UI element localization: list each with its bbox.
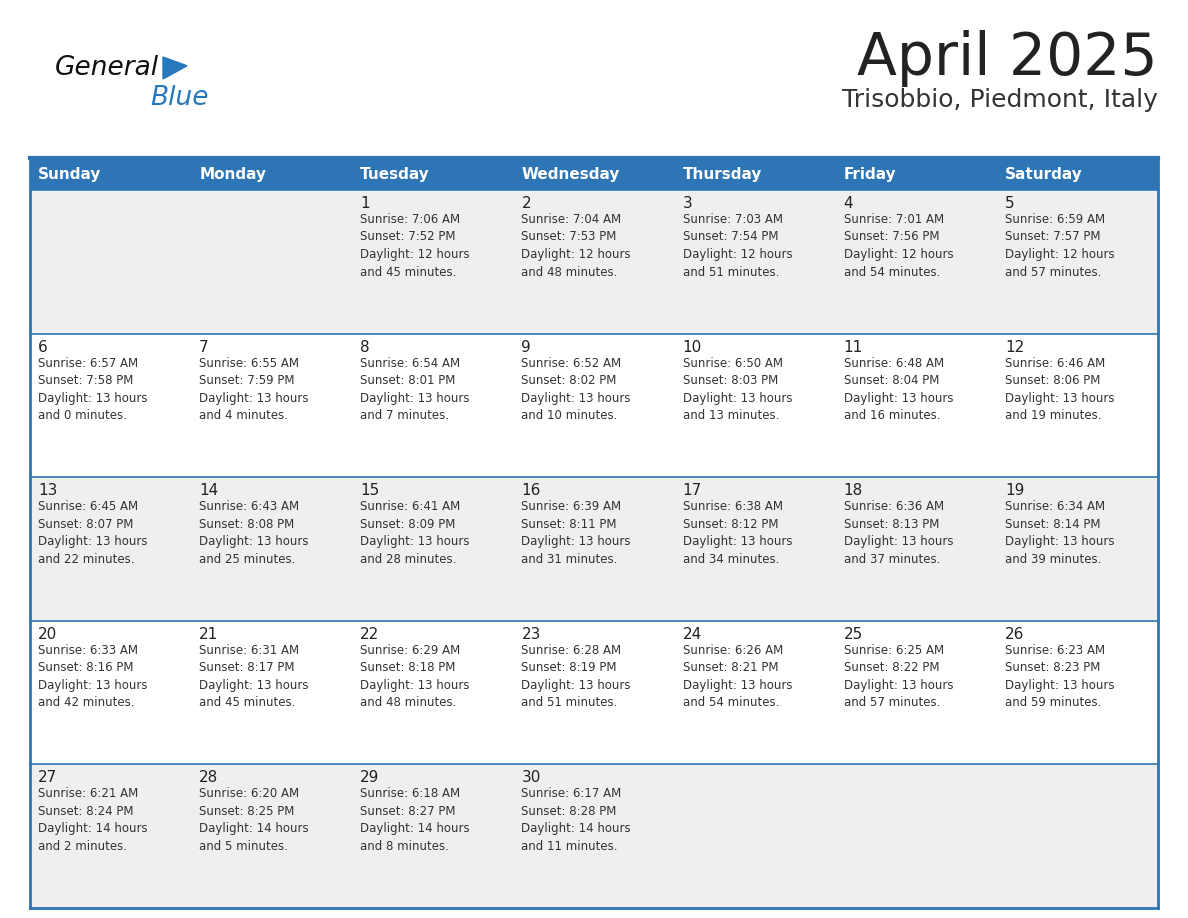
Text: 14: 14 bbox=[200, 483, 219, 498]
Text: Sunrise: 6:31 AM
Sunset: 8:17 PM
Daylight: 13 hours
and 45 minutes.: Sunrise: 6:31 AM Sunset: 8:17 PM Dayligh… bbox=[200, 644, 309, 710]
Text: 24: 24 bbox=[683, 627, 702, 642]
Text: Blue: Blue bbox=[150, 85, 209, 111]
Text: Sunrise: 6:17 AM
Sunset: 8:28 PM
Daylight: 14 hours
and 11 minutes.: Sunrise: 6:17 AM Sunset: 8:28 PM Dayligh… bbox=[522, 788, 631, 853]
Text: Sunrise: 6:23 AM
Sunset: 8:23 PM
Daylight: 13 hours
and 59 minutes.: Sunrise: 6:23 AM Sunset: 8:23 PM Dayligh… bbox=[1005, 644, 1114, 710]
Text: 2: 2 bbox=[522, 196, 531, 211]
Text: 16: 16 bbox=[522, 483, 541, 498]
Bar bbox=[30, 477, 1158, 621]
Text: 29: 29 bbox=[360, 770, 380, 786]
Text: 26: 26 bbox=[1005, 627, 1024, 642]
Text: 12: 12 bbox=[1005, 340, 1024, 354]
Text: Sunrise: 7:04 AM
Sunset: 7:53 PM
Daylight: 12 hours
and 48 minutes.: Sunrise: 7:04 AM Sunset: 7:53 PM Dayligh… bbox=[522, 213, 631, 278]
Text: Sunrise: 6:52 AM
Sunset: 8:02 PM
Daylight: 13 hours
and 10 minutes.: Sunrise: 6:52 AM Sunset: 8:02 PM Dayligh… bbox=[522, 356, 631, 422]
Text: Friday: Friday bbox=[843, 166, 896, 182]
Text: Sunrise: 7:03 AM
Sunset: 7:54 PM
Daylight: 12 hours
and 51 minutes.: Sunrise: 7:03 AM Sunset: 7:54 PM Dayligh… bbox=[683, 213, 792, 278]
Text: Sunrise: 6:48 AM
Sunset: 8:04 PM
Daylight: 13 hours
and 16 minutes.: Sunrise: 6:48 AM Sunset: 8:04 PM Dayligh… bbox=[843, 356, 953, 422]
Text: Tuesday: Tuesday bbox=[360, 166, 430, 182]
Bar bbox=[30, 621, 1158, 765]
Text: Sunrise: 6:55 AM
Sunset: 7:59 PM
Daylight: 13 hours
and 4 minutes.: Sunrise: 6:55 AM Sunset: 7:59 PM Dayligh… bbox=[200, 356, 309, 422]
Text: Sunrise: 6:36 AM
Sunset: 8:13 PM
Daylight: 13 hours
and 37 minutes.: Sunrise: 6:36 AM Sunset: 8:13 PM Dayligh… bbox=[843, 500, 953, 565]
Text: Sunrise: 6:57 AM
Sunset: 7:58 PM
Daylight: 13 hours
and 0 minutes.: Sunrise: 6:57 AM Sunset: 7:58 PM Dayligh… bbox=[38, 356, 147, 422]
Text: Thursday: Thursday bbox=[683, 166, 762, 182]
Text: 19: 19 bbox=[1005, 483, 1024, 498]
Text: 17: 17 bbox=[683, 483, 702, 498]
Text: 23: 23 bbox=[522, 627, 541, 642]
Text: Wednesday: Wednesday bbox=[522, 166, 620, 182]
Text: Sunrise: 6:26 AM
Sunset: 8:21 PM
Daylight: 13 hours
and 54 minutes.: Sunrise: 6:26 AM Sunset: 8:21 PM Dayligh… bbox=[683, 644, 792, 710]
Text: 5: 5 bbox=[1005, 196, 1015, 211]
Text: 18: 18 bbox=[843, 483, 862, 498]
Text: 20: 20 bbox=[38, 627, 57, 642]
Text: 21: 21 bbox=[200, 627, 219, 642]
Text: 11: 11 bbox=[843, 340, 862, 354]
Text: Sunrise: 6:29 AM
Sunset: 8:18 PM
Daylight: 13 hours
and 48 minutes.: Sunrise: 6:29 AM Sunset: 8:18 PM Dayligh… bbox=[360, 644, 469, 710]
Text: April 2025: April 2025 bbox=[858, 30, 1158, 87]
Text: Sunrise: 6:41 AM
Sunset: 8:09 PM
Daylight: 13 hours
and 28 minutes.: Sunrise: 6:41 AM Sunset: 8:09 PM Dayligh… bbox=[360, 500, 469, 565]
Bar bbox=[30, 333, 1158, 477]
Text: Monday: Monday bbox=[200, 166, 266, 182]
Text: 9: 9 bbox=[522, 340, 531, 354]
Text: 7: 7 bbox=[200, 340, 209, 354]
Text: Sunrise: 6:38 AM
Sunset: 8:12 PM
Daylight: 13 hours
and 34 minutes.: Sunrise: 6:38 AM Sunset: 8:12 PM Dayligh… bbox=[683, 500, 792, 565]
Text: Sunrise: 6:25 AM
Sunset: 8:22 PM
Daylight: 13 hours
and 57 minutes.: Sunrise: 6:25 AM Sunset: 8:22 PM Dayligh… bbox=[843, 644, 953, 710]
Text: Sunrise: 6:43 AM
Sunset: 8:08 PM
Daylight: 13 hours
and 25 minutes.: Sunrise: 6:43 AM Sunset: 8:08 PM Dayligh… bbox=[200, 500, 309, 565]
Text: Sunrise: 6:39 AM
Sunset: 8:11 PM
Daylight: 13 hours
and 31 minutes.: Sunrise: 6:39 AM Sunset: 8:11 PM Dayligh… bbox=[522, 500, 631, 565]
Text: Sunrise: 7:01 AM
Sunset: 7:56 PM
Daylight: 12 hours
and 54 minutes.: Sunrise: 7:01 AM Sunset: 7:56 PM Dayligh… bbox=[843, 213, 953, 278]
Text: Sunrise: 6:45 AM
Sunset: 8:07 PM
Daylight: 13 hours
and 22 minutes.: Sunrise: 6:45 AM Sunset: 8:07 PM Dayligh… bbox=[38, 500, 147, 565]
Text: 27: 27 bbox=[38, 770, 57, 786]
Text: 8: 8 bbox=[360, 340, 369, 354]
Text: 4: 4 bbox=[843, 196, 853, 211]
Text: 28: 28 bbox=[200, 770, 219, 786]
Text: General: General bbox=[55, 55, 159, 81]
Polygon shape bbox=[163, 57, 187, 79]
Text: Sunday: Sunday bbox=[38, 166, 101, 182]
Bar bbox=[30, 765, 1158, 908]
Text: 13: 13 bbox=[38, 483, 57, 498]
Text: 10: 10 bbox=[683, 340, 702, 354]
Text: Saturday: Saturday bbox=[1005, 166, 1082, 182]
Text: Sunrise: 6:46 AM
Sunset: 8:06 PM
Daylight: 13 hours
and 19 minutes.: Sunrise: 6:46 AM Sunset: 8:06 PM Dayligh… bbox=[1005, 356, 1114, 422]
Text: Sunrise: 6:34 AM
Sunset: 8:14 PM
Daylight: 13 hours
and 39 minutes.: Sunrise: 6:34 AM Sunset: 8:14 PM Dayligh… bbox=[1005, 500, 1114, 565]
Bar bbox=[30, 158, 1158, 190]
Text: Sunrise: 6:33 AM
Sunset: 8:16 PM
Daylight: 13 hours
and 42 minutes.: Sunrise: 6:33 AM Sunset: 8:16 PM Dayligh… bbox=[38, 644, 147, 710]
Text: 6: 6 bbox=[38, 340, 48, 354]
Text: 1: 1 bbox=[360, 196, 369, 211]
Text: Sunrise: 6:54 AM
Sunset: 8:01 PM
Daylight: 13 hours
and 7 minutes.: Sunrise: 6:54 AM Sunset: 8:01 PM Dayligh… bbox=[360, 356, 469, 422]
Text: Sunrise: 6:18 AM
Sunset: 8:27 PM
Daylight: 14 hours
and 8 minutes.: Sunrise: 6:18 AM Sunset: 8:27 PM Dayligh… bbox=[360, 788, 470, 853]
Text: Sunrise: 6:59 AM
Sunset: 7:57 PM
Daylight: 12 hours
and 57 minutes.: Sunrise: 6:59 AM Sunset: 7:57 PM Dayligh… bbox=[1005, 213, 1114, 278]
Text: Sunrise: 6:21 AM
Sunset: 8:24 PM
Daylight: 14 hours
and 2 minutes.: Sunrise: 6:21 AM Sunset: 8:24 PM Dayligh… bbox=[38, 788, 147, 853]
Text: Sunrise: 7:06 AM
Sunset: 7:52 PM
Daylight: 12 hours
and 45 minutes.: Sunrise: 7:06 AM Sunset: 7:52 PM Dayligh… bbox=[360, 213, 470, 278]
Bar bbox=[30, 190, 1158, 333]
Text: 3: 3 bbox=[683, 196, 693, 211]
Text: 30: 30 bbox=[522, 770, 541, 786]
Text: 22: 22 bbox=[360, 627, 379, 642]
Text: Sunrise: 6:50 AM
Sunset: 8:03 PM
Daylight: 13 hours
and 13 minutes.: Sunrise: 6:50 AM Sunset: 8:03 PM Dayligh… bbox=[683, 356, 792, 422]
Text: Sunrise: 6:20 AM
Sunset: 8:25 PM
Daylight: 14 hours
and 5 minutes.: Sunrise: 6:20 AM Sunset: 8:25 PM Dayligh… bbox=[200, 788, 309, 853]
Text: Trisobbio, Piedmont, Italy: Trisobbio, Piedmont, Italy bbox=[842, 88, 1158, 112]
Text: 15: 15 bbox=[360, 483, 379, 498]
Text: 25: 25 bbox=[843, 627, 862, 642]
Text: Sunrise: 6:28 AM
Sunset: 8:19 PM
Daylight: 13 hours
and 51 minutes.: Sunrise: 6:28 AM Sunset: 8:19 PM Dayligh… bbox=[522, 644, 631, 710]
